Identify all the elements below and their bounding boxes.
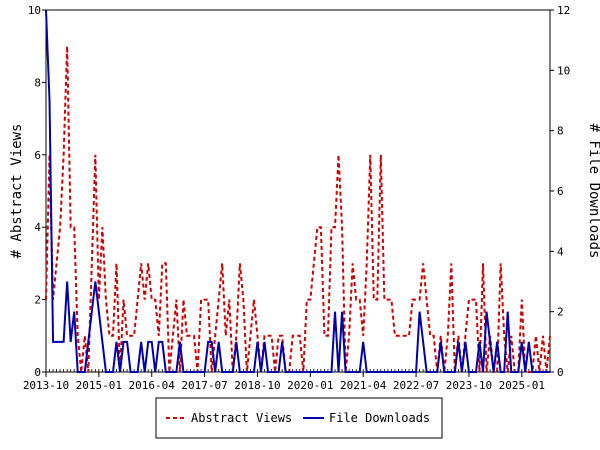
left-y-tick-label: 0 — [34, 366, 41, 379]
right-y-tick-label: 8 — [557, 125, 564, 138]
x-tick-label: 2015-01 — [76, 379, 122, 392]
right-y-tick-label: 12 — [557, 4, 570, 17]
legend-label-file-downloads: File Downloads — [329, 411, 430, 425]
series-line-abstract-views — [45, 46, 551, 373]
x-tick-label: 2025-01 — [499, 379, 545, 392]
left-y-tick-label: 8 — [34, 76, 41, 89]
right-y-tick-label: 6 — [557, 185, 564, 198]
x-tick-label: 2016-04 — [129, 379, 176, 392]
x-tick-label: 2020-01 — [287, 379, 333, 392]
x-tick-label: 2021-04 — [340, 379, 387, 392]
legend-label-abstract-views: Abstract Views — [191, 411, 292, 425]
series-line-file-downloads — [45, 9, 550, 373]
left-y-tick-label: 6 — [34, 149, 41, 162]
series-layer — [45, 9, 551, 373]
right-y-tick-label: 2 — [557, 306, 564, 319]
x-tick-label: 2023-10 — [446, 379, 492, 392]
legend: Abstract Views File Downloads — [155, 397, 443, 439]
left-y-axis-title: # Abstract Views — [9, 124, 25, 259]
plot-area-border — [45, 9, 551, 373]
right-y-axis-title: # File Downloads — [586, 124, 600, 259]
x-tick-label: 2017-07 — [181, 379, 227, 392]
right-y-tick-label: 0 — [557, 366, 564, 379]
left-y-axis: 0 2 4 6 8 10 — [28, 4, 46, 379]
x-tick-label: 2022-07 — [393, 379, 439, 392]
left-y-tick-label: 10 — [28, 4, 41, 17]
left-y-tick-label: 4 — [34, 221, 41, 234]
right-y-axis: 0 2 4 6 8 10 12 — [550, 4, 570, 379]
x-tick-label: 2013-10 — [23, 379, 69, 392]
right-y-tick-label: 10 — [557, 64, 570, 77]
x-tick-label: 2018-10 — [234, 379, 280, 392]
legend-box — [155, 397, 443, 439]
left-y-tick-label: 2 — [34, 294, 41, 307]
right-y-tick-label: 4 — [557, 245, 564, 258]
